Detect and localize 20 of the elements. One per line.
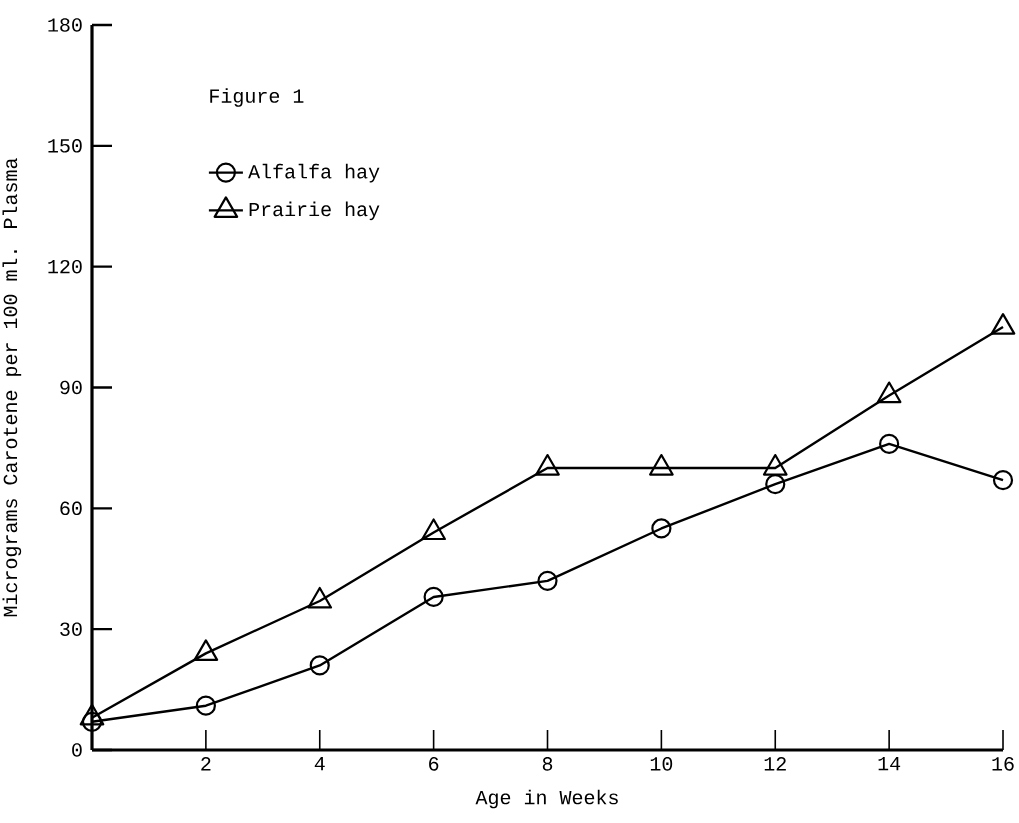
y-tick-label: 0 (72, 743, 82, 757)
x-tick-label: 6 (429, 757, 439, 771)
x-tick-label: 4 (314, 757, 325, 771)
x-tick-label: 8 (542, 757, 553, 771)
x-tick-label: 12 (764, 757, 786, 771)
x-tick-label: 16 (992, 757, 1014, 771)
legend-label: Alfalfa hay (248, 163, 380, 183)
y-axis-title: Micrograms Carotene per 100 ml. Plasma (2, 158, 22, 617)
y-tick-label: 90 (60, 380, 82, 395)
y-tick-label: 30 (60, 622, 82, 636)
y-tick-label: 60 (60, 501, 82, 516)
x-axis-title: Age in Weeks (475, 789, 618, 809)
y-tick-label: 150 (48, 139, 82, 153)
x-tick-label: 14 (878, 757, 901, 771)
y-tick-label: 120 (48, 259, 82, 274)
y-tick-label: 180 (48, 18, 82, 32)
x-tick-label: 10 (650, 757, 673, 771)
legend-label: Prairie hay (249, 201, 380, 221)
annotation: Figure 1 (210, 88, 304, 107)
x-tick-label: 2 (201, 757, 211, 771)
